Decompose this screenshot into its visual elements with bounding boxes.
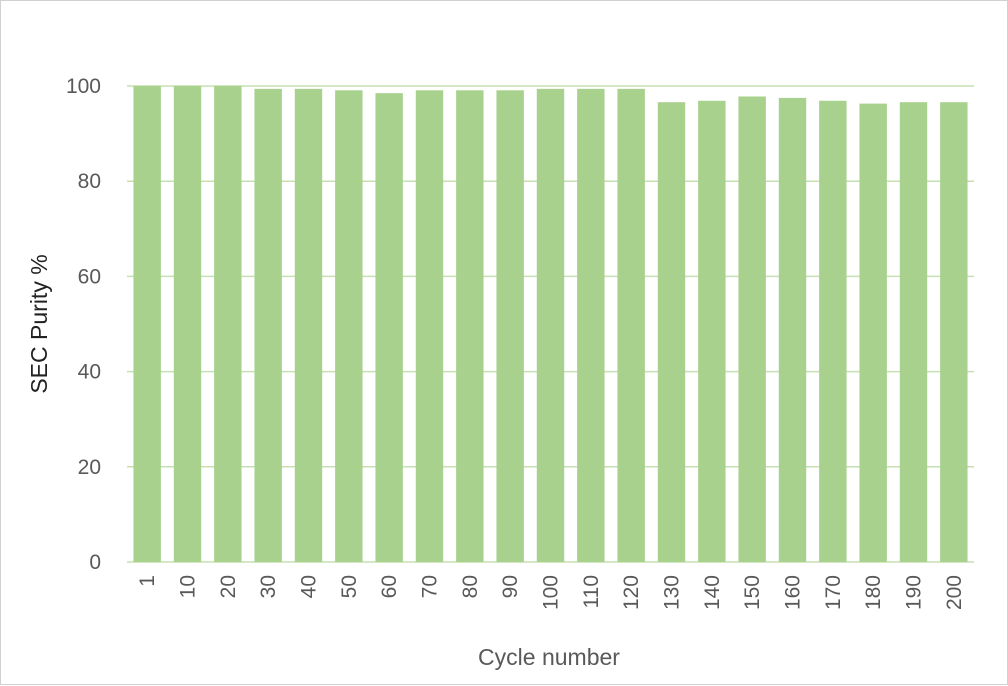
bar-cycle-70 bbox=[415, 90, 444, 562]
x-axis-ticks: 1 10 20 30 40 50 60 70 80 90 100 110 120 130 140 150 160… bbox=[136, 575, 966, 610]
bar-cycle-40 bbox=[294, 88, 323, 562]
y-tick-label: 100 bbox=[66, 75, 101, 98]
bar-cycle-170 bbox=[819, 100, 847, 563]
y-axis-ticks: 0 20 40 60 80 100 bbox=[66, 75, 101, 574]
bar-cycle-190 bbox=[899, 102, 928, 563]
bar-cycle-90 bbox=[496, 90, 524, 562]
x-axis-title: Cycle number bbox=[478, 644, 620, 670]
x-tick-label: 170 bbox=[822, 575, 845, 610]
x-tick-label: 150 bbox=[741, 575, 764, 610]
bar-cycle-180 bbox=[859, 103, 887, 562]
y-tick-label: 80 bbox=[78, 170, 101, 193]
x-tick-label: 110 bbox=[580, 575, 603, 608]
x-tick-label: 100 bbox=[540, 575, 563, 610]
bar-cycle-10 bbox=[173, 86, 202, 562]
x-tick-label: 190 bbox=[903, 575, 926, 610]
bar-cycle-30 bbox=[254, 88, 282, 562]
x-tick-label: 90 bbox=[499, 575, 522, 598]
x-tick-label: 180 bbox=[862, 575, 885, 610]
x-tick-label: 10 bbox=[177, 575, 200, 598]
x-tick-label: 130 bbox=[661, 575, 684, 610]
x-tick-label: 80 bbox=[459, 575, 482, 598]
bar-cycle-110 bbox=[577, 88, 605, 562]
y-axis-title: SEC Purity % bbox=[26, 254, 52, 393]
y-tick-label: 40 bbox=[78, 361, 101, 384]
bar-cycle-140 bbox=[698, 100, 726, 563]
bar-cycle-80 bbox=[456, 90, 484, 562]
x-tick-label: 20 bbox=[217, 575, 240, 598]
bar-cycle-1 bbox=[133, 86, 161, 562]
bar-cycle-50 bbox=[335, 90, 363, 562]
x-tick-label: 60 bbox=[378, 575, 401, 598]
bar-cycle-150 bbox=[738, 96, 766, 563]
bar-cycle-100 bbox=[536, 88, 565, 562]
x-tick-label: 50 bbox=[338, 575, 361, 598]
x-tick-label: 140 bbox=[701, 575, 724, 610]
bar-cycle-120 bbox=[617, 88, 645, 562]
bar-cycle-60 bbox=[375, 93, 403, 562]
y-tick-label: 60 bbox=[78, 265, 101, 288]
bar-cycle-20 bbox=[214, 86, 242, 562]
x-tick-label: 160 bbox=[782, 575, 805, 610]
x-tick-label: 70 bbox=[419, 575, 442, 598]
x-tick-label: 40 bbox=[298, 575, 321, 598]
x-tick-label: 1 bbox=[136, 575, 159, 587]
x-tick-label: 30 bbox=[257, 575, 280, 598]
y-tick-label: 20 bbox=[78, 456, 101, 479]
bar-cycle-200 bbox=[940, 102, 968, 563]
bar-cycle-160 bbox=[778, 97, 807, 563]
bars bbox=[133, 86, 968, 563]
x-tick-label: 120 bbox=[620, 575, 643, 610]
x-tick-label: 200 bbox=[943, 575, 966, 610]
y-tick-label: 0 bbox=[89, 551, 101, 574]
bar-cycle-130 bbox=[657, 102, 686, 563]
